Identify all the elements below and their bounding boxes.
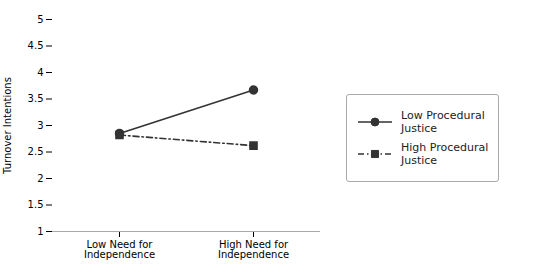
svg-text:1: 1: [37, 226, 43, 237]
svg-text:Turnover Intentions: Turnover Intentions: [2, 77, 13, 175]
svg-text:3.5: 3.5: [28, 93, 44, 104]
svg-text:3: 3: [37, 120, 43, 131]
svg-text:1.5: 1.5: [28, 199, 44, 210]
svg-text:2.5: 2.5: [28, 146, 44, 157]
svg-text:2: 2: [37, 173, 43, 184]
svg-text:4.5: 4.5: [28, 40, 44, 51]
html-text:High Procedural Justice: High Procedural Justice: [401, 141, 489, 168]
svg-text:High Need forIndependence: High Need forIndependence: [218, 239, 289, 260]
html-text:Low Procedural Justice: Low Procedural Justice: [401, 108, 485, 135]
svg-text:Low Need forIndependence: Low Need forIndependence: [84, 239, 155, 260]
svg-text:4: 4: [37, 67, 43, 78]
svg-text:5: 5: [37, 14, 43, 25]
